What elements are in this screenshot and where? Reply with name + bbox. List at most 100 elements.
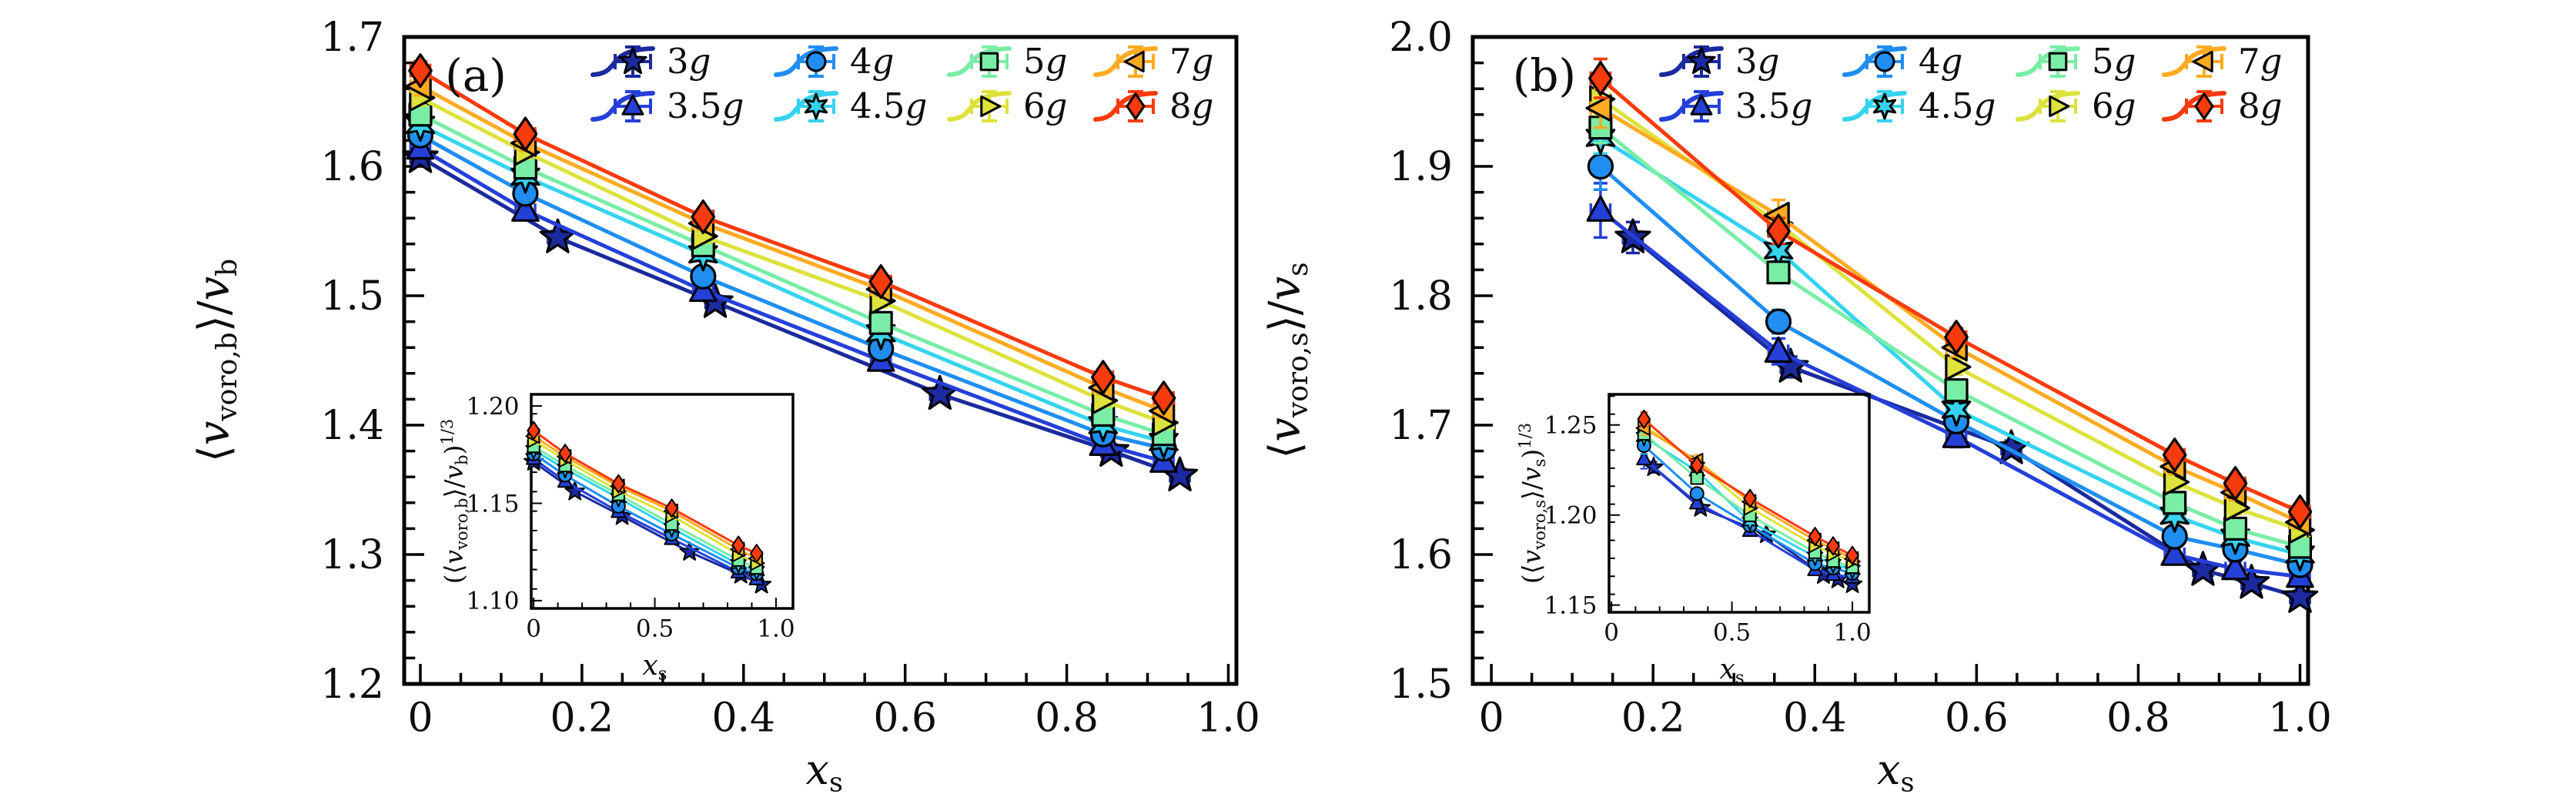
marker-triangle-up (1764, 336, 1793, 364)
panel-b: 0 0.2 0.4 0.6 0.8 1.0 1.5 1.6 1.7 1.8 1.9 2.0 3g3.5g… (1260, 15, 2332, 799)
marker-diamond (1944, 320, 1969, 355)
marker-diamond (2287, 494, 2313, 530)
y-tick-label: 1.2 (320, 662, 384, 708)
inset-y-axis-title: (⟨vvoro,b​⟩/vb​)1/3​ (438, 419, 471, 585)
legend-label-5g: 5g (2092, 41, 2136, 82)
marker-circle (1689, 486, 1705, 501)
tick-marks (1473, 35, 2302, 685)
legend-item-6g: 6g (2016, 85, 2136, 126)
marker-star5 (564, 481, 585, 501)
marker-triangle-up (2221, 554, 2250, 581)
y-tick-label: 2.0 (1389, 15, 1453, 61)
y-tick-label: 1.7 (1389, 403, 1453, 449)
legend-item-8g: 8g (1093, 85, 1213, 126)
y-axis-title: ⟨vvoro,s​⟩/vs​ (1260, 262, 1314, 458)
legend-item-3.5g: 3.5g (1659, 85, 1812, 126)
y-tick-label: 1.5 (1389, 662, 1453, 708)
y-tick-label: 1.6 (320, 144, 384, 190)
marker-hexagram (1941, 392, 1972, 427)
legend-item-6g: 6g (947, 85, 1067, 126)
legend-item-7g: 7g (1093, 41, 1213, 82)
marker-star5 (1687, 46, 1716, 75)
x-tick-label: 0.4 (711, 695, 775, 741)
marker-diamond (868, 263, 894, 300)
marker-circle (1765, 308, 1792, 335)
legend-label-3.5g: 3.5g (1735, 85, 1812, 126)
marker-circle (1874, 51, 1895, 72)
marker-diamond (2162, 437, 2187, 473)
y-tick-label: 1.20 (1544, 502, 1597, 530)
series-8g (408, 53, 1176, 416)
marker-triangle-left (2192, 50, 2213, 73)
marker-diamond (1637, 409, 1651, 429)
plot-frame (1607, 393, 1871, 614)
marker-triangle-right (2049, 95, 2070, 118)
legend-label-6g: 6g (1023, 85, 1067, 126)
marker-diamond (1808, 527, 1822, 547)
marker-diamond (558, 444, 572, 464)
x-tick-label: 1.0 (1833, 619, 1871, 647)
x-tick-label: 0.5 (636, 615, 674, 643)
plot-frame (1470, 35, 2310, 686)
x-tick-label: 0.6 (873, 695, 937, 741)
marker-diamond (1126, 92, 1146, 120)
legend-item-4.5g: 4.5g (1842, 85, 1996, 126)
series-8g (1588, 57, 2313, 530)
legend-label-8g: 8g (2238, 85, 2282, 126)
marker-diamond (731, 535, 745, 555)
marker-triangle-up (1689, 494, 1705, 510)
tick-marks (1609, 395, 1854, 613)
x-tick-label: 0 (526, 615, 541, 643)
legend-item-7g: 7g (2162, 41, 2282, 82)
x-tick-label: 1.0 (2268, 695, 2332, 741)
y-tick-label: 1.8 (1389, 273, 1453, 320)
marker-diamond (749, 544, 764, 564)
y-tick-label: 1.10 (466, 588, 519, 615)
y-axis-title: ⟨vvoro,b​⟩/vb​ (189, 259, 243, 462)
marker-triangle-up (1942, 421, 1971, 448)
marker-triangle-right (1945, 353, 1972, 381)
y-tick-label: 1.3 (320, 532, 384, 578)
x-tick-label: 1.0 (1196, 695, 1260, 741)
x-tick-label: 0 (1604, 619, 1619, 647)
marker-triangle-up (1586, 195, 1615, 222)
x-tick-label: 1.0 (757, 615, 795, 643)
series-8g (1637, 409, 1859, 565)
legend-item-3g: 3g (590, 41, 711, 82)
marker-diamond (2194, 92, 2214, 120)
marker-triangle-left (1123, 50, 1145, 73)
axes: 0 0.5 1.0 1.10 1.15 1.20 (466, 393, 795, 643)
y-tick-label: 1.7 (320, 15, 384, 61)
inset-y-axis-title: (⟨vvoro,s​⟩/vs​)1/3​ (1516, 423, 1549, 584)
y-tick-label: 1.5 (320, 273, 384, 320)
y-tick-label: 1.6 (1389, 532, 1453, 578)
x-tick-label: 0.8 (1035, 695, 1099, 741)
inset-x-axis-title: xs​ (642, 650, 667, 684)
marker-square (2223, 516, 2248, 541)
marker-circle (805, 51, 827, 72)
marker-diamond (1151, 380, 1176, 416)
marker-triangle-left (1585, 94, 1612, 122)
legend-item-4g: 4g (774, 41, 894, 82)
marker-triangle-up (511, 195, 540, 222)
marker-star5 (2281, 578, 2319, 613)
legend-item-4.5g: 4.5g (774, 85, 927, 126)
marker-diamond (1090, 360, 1116, 395)
x-tick-label: 0.2 (550, 695, 614, 741)
marker-square (1944, 378, 1969, 403)
marker-star5 (679, 541, 700, 561)
legend-label-3g: 3g (1735, 41, 1779, 82)
marker-square (979, 52, 999, 72)
marker-triangle-right (980, 95, 1002, 118)
marker-triangle-up (2160, 539, 2190, 566)
legend-label-7g: 7g (1169, 41, 1213, 82)
y-tick-label: 1.9 (1389, 144, 1453, 190)
marker-hexagram (1872, 92, 1897, 120)
y-tick-label: 1.20 (466, 393, 519, 421)
x-tick-label: 0 (407, 695, 433, 741)
x-tick-label: 0.5 (1713, 619, 1751, 647)
marker-hexagram (804, 92, 828, 120)
legend-label-7g: 7g (2238, 41, 2282, 82)
